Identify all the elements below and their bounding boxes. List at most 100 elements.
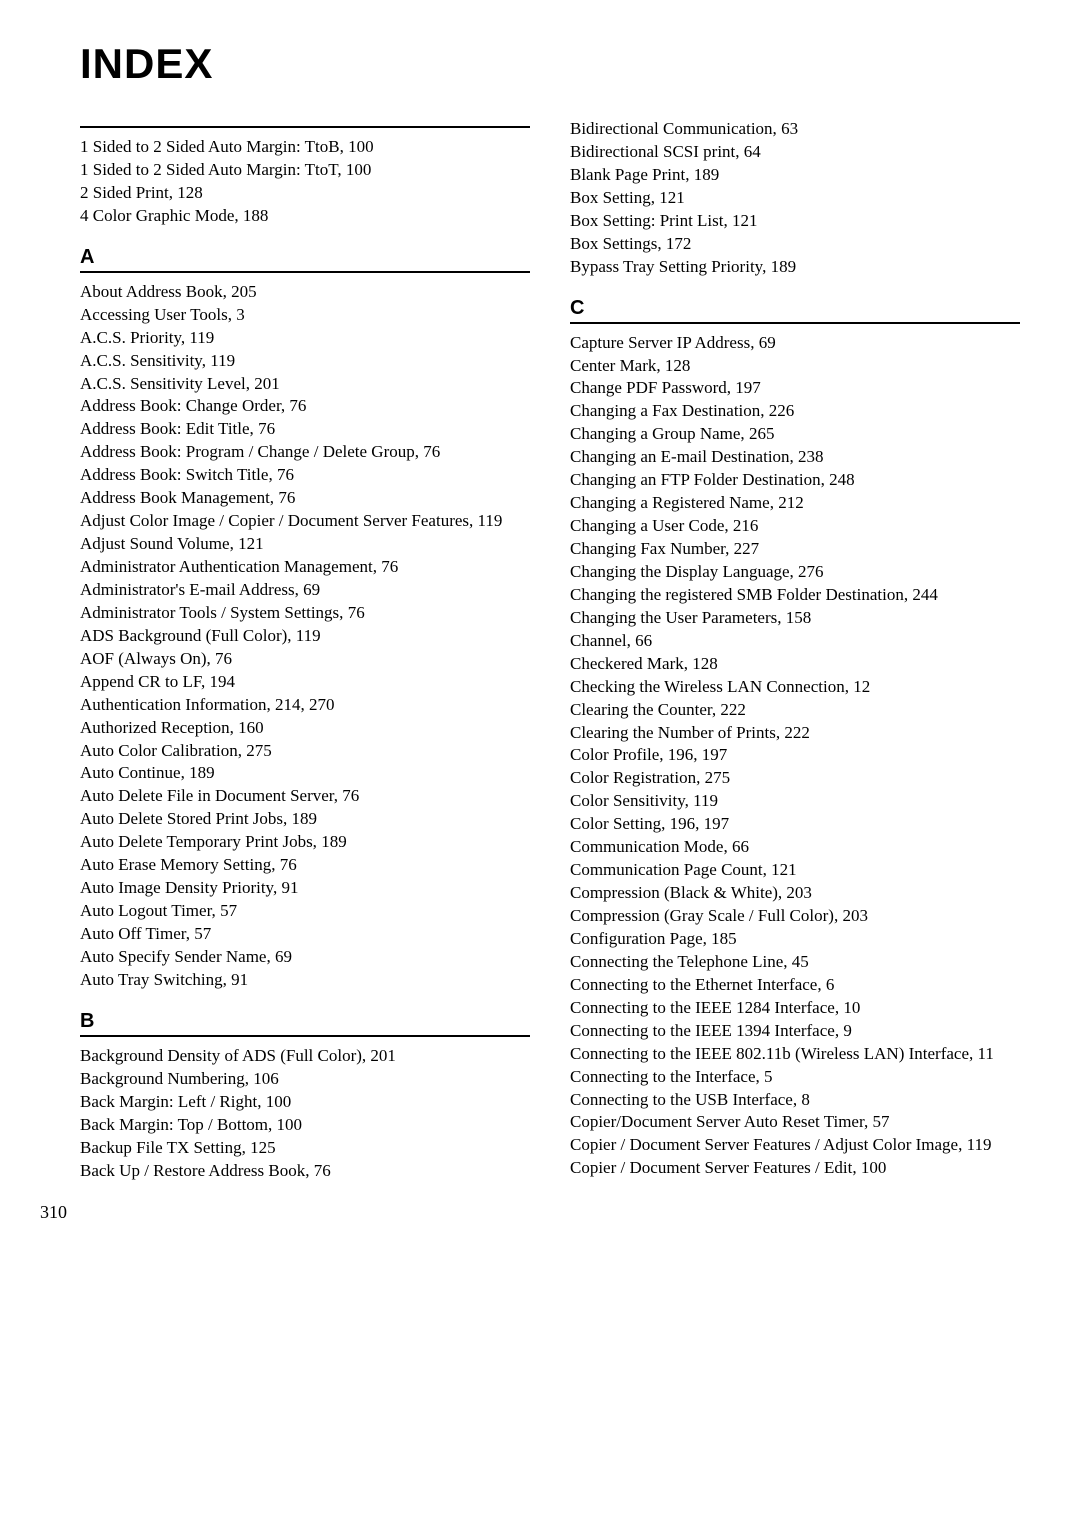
index-entry-label: Address Book: Switch Title, (80, 465, 273, 484)
index-entry-pages: 275 (700, 768, 730, 787)
index-entry-pages: 196, 197 (664, 745, 728, 764)
index-entry-label: 1 Sided to 2 Sided Auto Margin: TtoB, (80, 137, 344, 156)
index-entry: Box Setting: Print List, 121 (570, 210, 1020, 233)
index-entry-label: Auto Logout Timer, (80, 901, 216, 920)
index-entry-label: Administrator Authentication Management, (80, 557, 377, 576)
left-column: 1 Sided to 2 Sided Auto Margin: TtoB, 10… (80, 118, 530, 1182)
index-entry: Auto Color Calibration, 275 (80, 740, 530, 763)
page-number: 310 (40, 1202, 1020, 1223)
index-entry-label: Auto Off Timer, (80, 924, 190, 943)
index-entry: Blank Page Print, 189 (570, 164, 1020, 187)
index-entry-label: Adjust Sound Volume, (80, 534, 234, 553)
index-entry-pages: 11 (973, 1044, 994, 1063)
index-entry-label: Auto Delete Temporary Print Jobs, (80, 832, 317, 851)
index-entry: Box Settings, 172 (570, 233, 1020, 256)
index-entry-label: Authorized Reception, (80, 718, 234, 737)
index-entry-pages: 188 (239, 206, 269, 225)
index-entry-label: Center Mark, (570, 356, 661, 375)
index-entry: Copier/Document Server Auto Reset Timer,… (570, 1111, 1020, 1134)
index-entry-pages: 100 (342, 160, 372, 179)
index-entry-pages: 189 (317, 832, 347, 851)
index-entry-label: Copier / Document Server Features / Edit… (570, 1158, 857, 1177)
index-entry: Auto Continue, 189 (80, 762, 530, 785)
index-entry-pages: 201 (250, 374, 280, 393)
index-entry-label: Changing a Fax Destination, (570, 401, 765, 420)
index-entry-label: Connecting the Telephone Line, (570, 952, 788, 971)
index-entry-pages: 189 (766, 257, 796, 276)
index-entry-pages: 197 (731, 378, 761, 397)
index-entry: Administrator Authentication Management,… (80, 556, 530, 579)
index-entry-label: A.C.S. Sensitivity, (80, 351, 206, 370)
index-entry: Changing a User Code, 216 (570, 515, 1020, 538)
index-entry-pages: 212 (774, 493, 804, 512)
letter-heading: B (80, 1010, 530, 1033)
index-entry-pages: 76 (254, 419, 275, 438)
index-entry: Changing a Fax Destination, 226 (570, 400, 1020, 423)
letter-rule (80, 1035, 530, 1037)
index-entry: Changing the User Parameters, 158 (570, 607, 1020, 630)
index-entry-label: Auto Erase Memory Setting, (80, 855, 275, 874)
pre-section: 1 Sided to 2 Sided Auto Margin: TtoB, 10… (80, 136, 530, 228)
index-entry-label: Append CR to LF, (80, 672, 205, 691)
index-entry-pages: 244 (908, 585, 938, 604)
index-entry-pages: 222 (716, 700, 746, 719)
index-entry-label: 4 Color Graphic Mode, (80, 206, 239, 225)
index-entry: Changing the registered SMB Folder Desti… (570, 584, 1020, 607)
index-entry-pages: 196, 197 (665, 814, 729, 833)
index-entry-pages: 265 (745, 424, 775, 443)
index-entry: Compression (Gray Scale / Full Color), 2… (570, 905, 1020, 928)
index-entry-pages: 121 (655, 188, 685, 207)
index-entry-label: Copier/Document Server Auto Reset Timer, (570, 1112, 868, 1131)
index-entry-pages: 128 (688, 654, 718, 673)
index-entry: ADS Background (Full Color), 119 (80, 625, 530, 648)
index-entry: Capture Server IP Address, 69 (570, 332, 1020, 355)
index-entry-pages: 100 (344, 137, 374, 156)
index-entry-pages: 76 (273, 465, 294, 484)
index-entry-label: Color Sensitivity, (570, 791, 689, 810)
index-entry-pages: 66 (631, 631, 652, 650)
index-entry-label: Bidirectional SCSI print, (570, 142, 740, 161)
index-entry: Auto Delete File in Document Server, 76 (80, 785, 530, 808)
index-entry-pages: 8 (797, 1090, 810, 1109)
index-entry-pages: 64 (740, 142, 761, 161)
index-entry-pages: 106 (249, 1069, 279, 1088)
index-entry: Auto Specify Sender Name, 69 (80, 946, 530, 969)
index-entry-label: About Address Book, (80, 282, 227, 301)
index-entry-label: Compression (Black & White), (570, 883, 782, 902)
index-columns: 1 Sided to 2 Sided Auto Margin: TtoB, 10… (80, 118, 1020, 1182)
index-entry-label: Changing the User Parameters, (570, 608, 782, 627)
index-entry-label: Auto Image Density Priority, (80, 878, 277, 897)
index-entry-label: Checkered Mark, (570, 654, 688, 673)
index-entry: Change PDF Password, 197 (570, 377, 1020, 400)
index-entry-label: Background Density of ADS (Full Color), (80, 1046, 366, 1065)
index-entry-label: Communication Page Count, (570, 860, 767, 879)
index-entry-label: Changing a User Code, (570, 516, 729, 535)
index-entry-pages: 6 (822, 975, 835, 994)
index-entry-pages: 226 (765, 401, 795, 420)
index-entry-label: Box Settings, (570, 234, 662, 253)
index-entry: Auto Tray Switching, 91 (80, 969, 530, 992)
index-entry-pages: 201 (366, 1046, 396, 1065)
index-entry: Configuration Page, 185 (570, 928, 1020, 951)
index-entry-pages: 76 (377, 557, 398, 576)
index-entry-pages: 76 (419, 442, 440, 461)
index-entry-pages: 76 (275, 855, 296, 874)
index-entry-label: Change PDF Password, (570, 378, 731, 397)
index-entry: Back Margin: Left / Right, 100 (80, 1091, 530, 1114)
index-entry-label: 2 Sided Print, (80, 183, 173, 202)
letter-rule (570, 322, 1020, 324)
index-entry-label: Adjust Color Image / Copier / Document S… (80, 511, 473, 530)
index-entry-label: Connecting to the USB Interface, (570, 1090, 797, 1109)
index-entry-pages: 119 (962, 1135, 991, 1154)
index-entry-pages: 57 (216, 901, 237, 920)
index-entry-label: Changing Fax Number, (570, 539, 729, 558)
index-entry-pages: 222 (780, 723, 810, 742)
index-entry-label: ADS Background (Full Color), (80, 626, 292, 645)
index-entry: 1 Sided to 2 Sided Auto Margin: TtoT, 10… (80, 159, 530, 182)
index-entry: Changing Fax Number, 227 (570, 538, 1020, 561)
index-entry-label: A.C.S. Priority, (80, 328, 185, 347)
index-entry-label: Backup File TX Setting, (80, 1138, 246, 1157)
index-entry-label: Connecting to the IEEE 802.11b (Wireless… (570, 1044, 973, 1063)
index-entry: Bidirectional Communication, 63 (570, 118, 1020, 141)
index-entry-label: Connecting to the IEEE 1394 Interface, (570, 1021, 839, 1040)
